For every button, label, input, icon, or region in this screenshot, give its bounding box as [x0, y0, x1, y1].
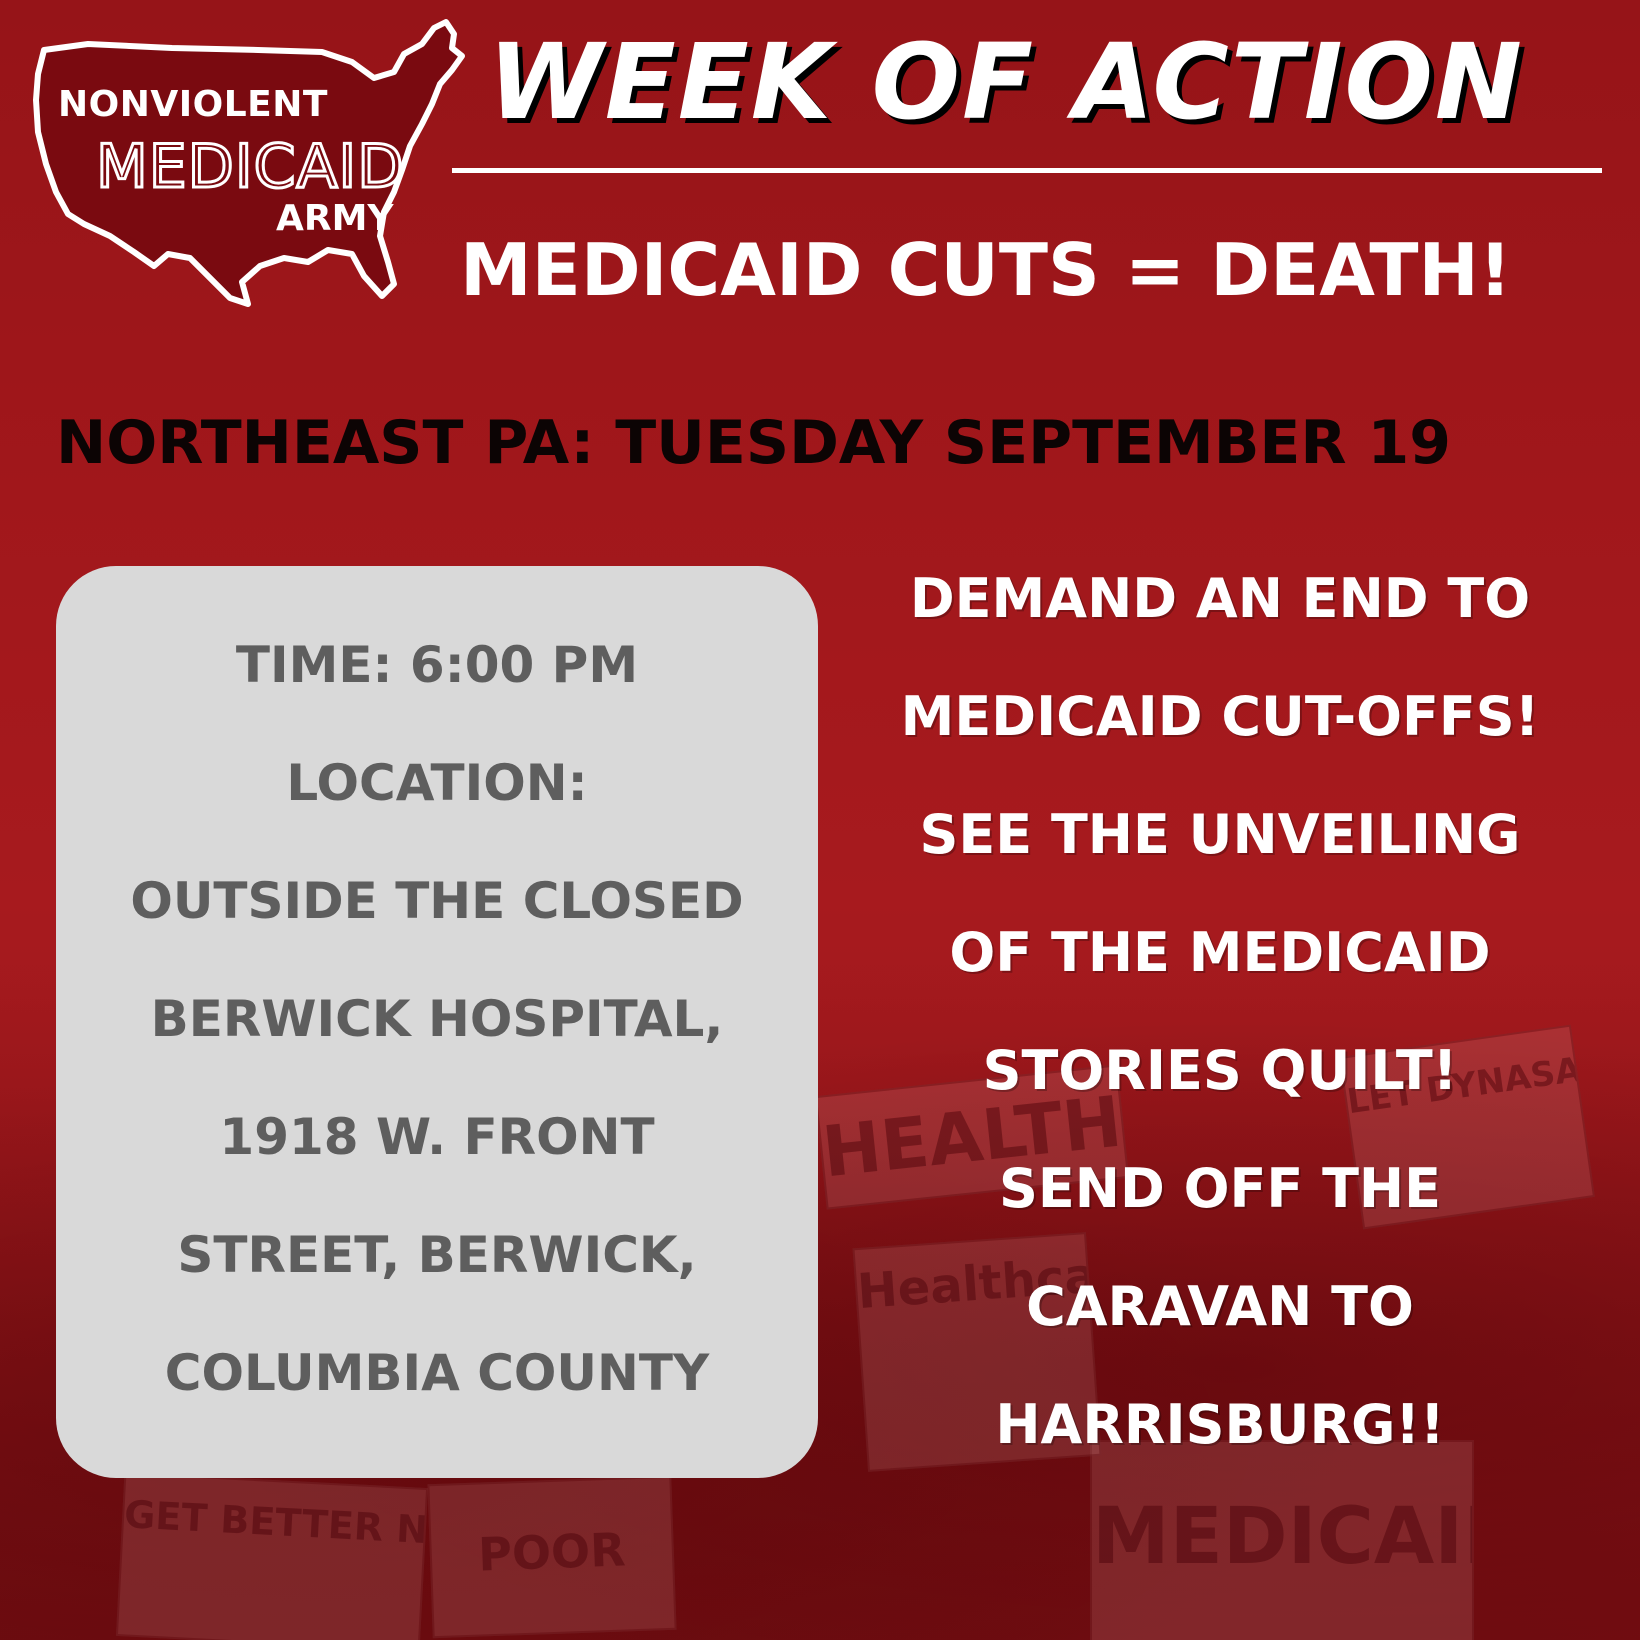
action-line: HARRISBURG!!: [995, 1393, 1445, 1456]
location-label: LOCATION:: [286, 754, 588, 812]
address-line: STREET, BERWICK,: [177, 1226, 697, 1284]
event-date-line: NORTHEAST PA: TUESDAY SEPTEMBER 19: [56, 408, 1451, 478]
organization-logo: NONVIOLENT MEDICAID ARMY: [22, 14, 482, 314]
action-line: DEMAND AN END TO: [909, 567, 1531, 630]
action-line: STORIES QUILT!: [982, 1039, 1458, 1102]
protest-sign: MEDICAID: [1090, 1440, 1474, 1640]
location-line: BERWICK HOSPITAL,: [150, 990, 724, 1048]
action-line: SEND OFF THE: [999, 1157, 1441, 1220]
headline: WEEK OF ACTION: [488, 21, 1524, 143]
protest-sign: GET BETTER NOT DEBT!: [115, 1472, 429, 1640]
header-divider: [452, 168, 1602, 173]
action-list: DEMAND AN END TO MEDICAID CUT-OFFS! SEE …: [820, 540, 1620, 1484]
address-line: 1918 W. FRONT: [219, 1108, 655, 1166]
event-details-card: TIME: 6:00 PM LOCATION: OUTSIDE THE CLOS…: [56, 566, 818, 1478]
action-line: SEE THE UNVEILING: [919, 803, 1521, 866]
logo-line-army: ARMY: [276, 198, 394, 239]
address-line: COLUMBIA COUNTY: [164, 1344, 710, 1402]
event-time: TIME: 6:00 PM: [235, 636, 639, 694]
usa-map-icon: [33, 19, 465, 307]
protest-sign: POOR: [427, 1475, 677, 1639]
logo-line-nonviolent: NONVIOLENT: [58, 84, 328, 125]
action-line: CARAVAN TO: [1026, 1275, 1414, 1338]
action-line: MEDICAID CUT-OFFS!: [900, 685, 1540, 748]
location-line: OUTSIDE THE CLOSED: [130, 872, 744, 930]
logo-line-medicaid: MEDICAID: [94, 131, 405, 204]
slogan: MEDICAID CUTS = DEATH!: [460, 228, 1512, 312]
action-line: OF THE MEDICAID: [949, 921, 1491, 984]
